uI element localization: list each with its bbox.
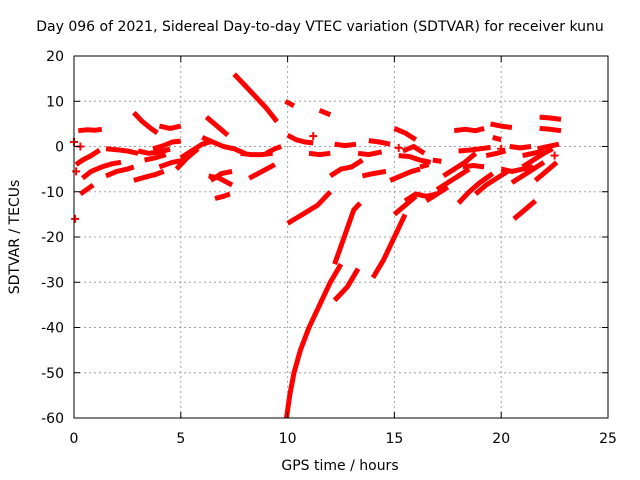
y-tick-labels: 20 10 0 -10 -20 -30 -40 -50 -60 <box>41 49 64 427</box>
series-arc-08 <box>137 146 171 156</box>
x-tick-label: 20 <box>492 431 510 447</box>
series-arc-02 <box>74 148 101 167</box>
series-arc-57 <box>492 134 502 143</box>
series-arc-15 <box>179 138 214 160</box>
series-arc-52 <box>462 163 485 170</box>
series-arc-01 <box>78 126 103 134</box>
y-tick-label: -30 <box>41 275 64 291</box>
data-point <box>71 214 80 223</box>
series-arc-36 <box>361 168 387 179</box>
series-arc-49 <box>442 151 478 179</box>
series-arc-03 <box>80 159 122 181</box>
series-arc-11 <box>158 123 182 131</box>
series-arc-34 <box>334 141 357 149</box>
series-arc-46 <box>425 185 450 203</box>
series-arc-21 <box>232 72 279 124</box>
x-tick-label: 0 <box>70 431 79 447</box>
data-point <box>497 144 506 153</box>
series-arc-20 <box>214 191 231 201</box>
y-tick-label: -50 <box>41 366 64 382</box>
series-arc-66 <box>539 125 562 134</box>
series-arc-55 <box>485 148 507 159</box>
data-point <box>72 167 81 176</box>
data-point <box>550 151 559 160</box>
series-arc-30 <box>318 107 332 118</box>
series-arc-12 <box>152 138 182 152</box>
series-arc-13 <box>158 157 186 170</box>
series-arc-24 <box>265 144 283 156</box>
x-tick-label: 10 <box>279 431 297 447</box>
series-arc-10 <box>143 152 167 163</box>
y-axis-label: SDTVAR / TECUs <box>7 180 23 295</box>
series-arc-35 <box>357 149 383 158</box>
x-tick-label: 15 <box>385 431 403 447</box>
series-arc-09 <box>133 169 165 183</box>
series-arc-16 <box>204 115 230 138</box>
series-arc-07 <box>131 110 159 135</box>
x-tick-label: 5 <box>176 431 185 447</box>
series-arc-47 <box>432 157 442 164</box>
series-arc-48 <box>435 166 471 192</box>
series-arc-65 <box>539 114 562 122</box>
y-tick-label: 10 <box>46 94 64 110</box>
series-arc-40 <box>393 126 418 142</box>
y-tick-label: -60 <box>41 411 64 427</box>
series-arc-26 <box>286 132 314 146</box>
series-arc-50 <box>453 125 485 134</box>
y-tick-label: -10 <box>41 185 64 201</box>
series-arc-27 <box>286 190 333 226</box>
series-arc-53 <box>456 171 495 205</box>
series-arc-28 <box>284 262 344 419</box>
data-point <box>394 143 403 152</box>
series-arc-06 <box>105 164 135 179</box>
data-series <box>70 72 562 419</box>
series-arc-45 <box>419 162 430 170</box>
series-arc-54 <box>473 169 509 196</box>
y-tick-label: 20 <box>46 49 64 65</box>
series-arc-51 <box>458 144 491 154</box>
x-tick-label: 25 <box>599 431 617 447</box>
y-tick-label: 0 <box>55 140 64 156</box>
series-arc-42 <box>401 144 426 156</box>
series-arc-32 <box>332 267 361 303</box>
series-arc-44 <box>392 194 418 217</box>
chart-title: Day 096 of 2021, Sidereal Day-to-day VTE… <box>36 19 604 35</box>
series-arc-67 <box>522 148 545 159</box>
series-arc-04 <box>78 182 95 197</box>
series-arc-23 <box>248 162 276 181</box>
series-arc-58 <box>500 164 534 174</box>
series-arc-64 <box>536 141 560 152</box>
x-axis-label: GPS time / hours <box>281 458 398 474</box>
series-arc-38 <box>370 213 408 279</box>
series-arc-29 <box>308 150 331 158</box>
series-arc-61 <box>512 198 538 221</box>
series-arc-05 <box>105 146 139 156</box>
series-arc-41 <box>398 153 432 165</box>
series-arc-59 <box>509 144 532 151</box>
y-tick-label: -40 <box>41 321 64 337</box>
series-arc-25 <box>284 99 296 109</box>
series-arc-19 <box>209 168 233 183</box>
series-arc-37 <box>368 138 391 147</box>
series-arc-63 <box>533 160 559 183</box>
axis-ticks <box>73 55 609 419</box>
x-tick-labels: 0 5 10 15 20 25 <box>70 431 617 447</box>
series-arc-39 <box>389 166 421 183</box>
series-arc-60 <box>510 160 546 185</box>
series-arc-31 <box>328 157 364 179</box>
series-arc-33 <box>332 201 363 265</box>
series-arc-62 <box>521 146 554 170</box>
data-point <box>309 132 318 141</box>
y-tick-label: -20 <box>41 230 64 246</box>
series-arc-56 <box>489 121 513 130</box>
series-arc-17 <box>201 135 246 156</box>
